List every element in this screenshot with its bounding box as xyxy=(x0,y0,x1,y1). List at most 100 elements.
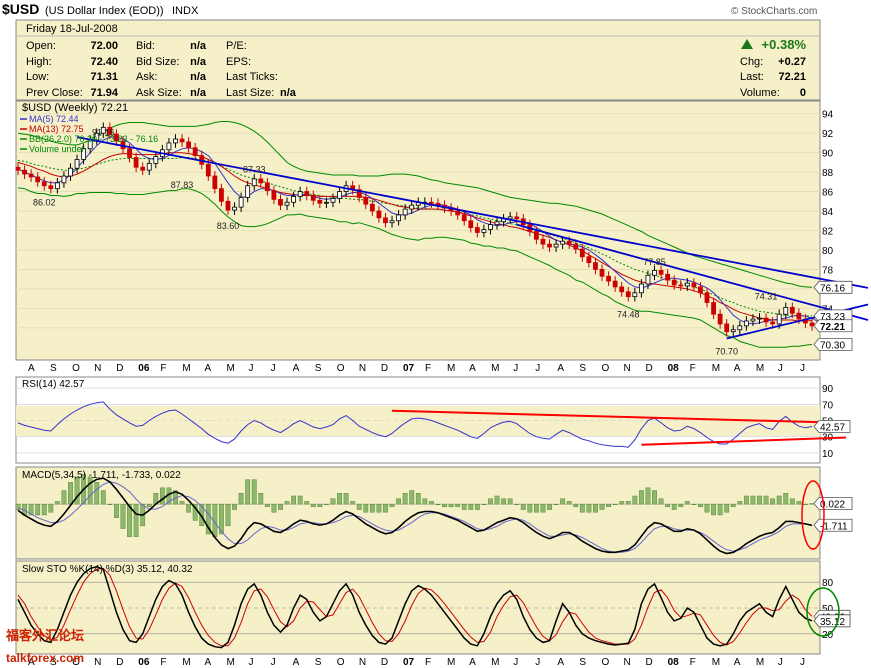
macd-hist-bar xyxy=(514,503,520,505)
candle-body xyxy=(264,182,270,192)
sto-tick-label: 50 xyxy=(822,604,834,615)
candle-body xyxy=(389,220,395,224)
macd-hist-bar xyxy=(350,501,356,505)
candle-body xyxy=(770,321,776,325)
prev-value: 71.94 xyxy=(90,87,118,99)
symbol-name: (US Dollar Index (EOD)) xyxy=(45,5,164,17)
top-month-label: M xyxy=(491,363,499,374)
rsi-redline xyxy=(641,436,847,446)
quote-panel-bg xyxy=(15,19,821,101)
bottom-month-label: M xyxy=(182,657,190,668)
vol-label: Volume: xyxy=(740,87,780,99)
rsi-redlines xyxy=(392,409,847,446)
macd-hist-bar xyxy=(737,501,743,505)
rsi-redline xyxy=(392,409,847,424)
macd-hist-bar xyxy=(402,493,408,505)
chg-label: Chg: xyxy=(740,56,763,68)
lastsize-value: n/a xyxy=(280,87,297,99)
bottom-month-label: F xyxy=(425,657,431,668)
candle-body xyxy=(369,203,375,212)
macd-hist-bar xyxy=(100,490,106,505)
macd-hist-bar xyxy=(271,503,277,513)
bottom-month-label: O xyxy=(72,657,80,668)
candle-body xyxy=(310,195,316,201)
price-annotation: 87.33 xyxy=(243,165,266,175)
quote-date: Friday 18-Jul-2008 xyxy=(26,23,118,35)
rsi-tick-label: 70 xyxy=(822,400,834,411)
candle-body xyxy=(776,313,782,325)
price-annotation: 74.48 xyxy=(617,310,640,320)
candle-body xyxy=(691,282,697,288)
sto-grid xyxy=(16,581,820,635)
ask-value: n/a xyxy=(190,71,207,83)
candle-body xyxy=(625,291,631,298)
candle-body xyxy=(783,306,789,315)
candle-body xyxy=(665,273,671,281)
macd-hist-bar xyxy=(625,501,631,505)
candle-body xyxy=(632,292,638,298)
candle-body xyxy=(15,166,21,171)
candle-body xyxy=(658,269,664,275)
candle-body xyxy=(461,214,467,222)
candle-body xyxy=(809,322,815,327)
pct-change: +0.38% xyxy=(762,37,807,52)
candle-body xyxy=(225,200,231,211)
macd-hist-bar xyxy=(61,490,67,505)
candle-body xyxy=(376,210,382,219)
bottom-month-label: S xyxy=(50,657,57,668)
macd-hist-bar xyxy=(658,498,664,505)
top-month-label: F xyxy=(160,363,166,374)
macd-hist-bar xyxy=(87,476,93,505)
top-month-label: N xyxy=(359,363,366,374)
price-tick-label: 80 xyxy=(822,246,834,257)
candle-body xyxy=(396,214,401,222)
candle-body xyxy=(566,240,572,245)
candle-body xyxy=(232,206,237,211)
candle-body xyxy=(304,191,310,196)
candle-body xyxy=(468,220,474,228)
candle-body xyxy=(553,243,559,248)
macd-hist-bar xyxy=(120,503,126,529)
asksize-label: Ask Size: xyxy=(136,87,182,99)
macd-hist-bar xyxy=(199,503,205,527)
candle-body xyxy=(579,248,585,258)
price-marker-box xyxy=(813,337,853,351)
candle-body xyxy=(291,196,297,203)
top-month-label: S xyxy=(50,363,57,374)
macd-hist-bar xyxy=(205,503,211,535)
bottom-month-label: N xyxy=(359,657,366,668)
candle-body xyxy=(789,306,795,314)
macd-hist-bar xyxy=(757,495,762,505)
macd-hist-bar xyxy=(192,503,198,521)
macd-hist-bar xyxy=(560,498,566,505)
rsi-series xyxy=(17,401,813,448)
top-month-label: M xyxy=(182,363,190,374)
macd-hist-bar xyxy=(724,503,730,513)
bottom-month-label: J xyxy=(271,657,276,668)
forum-logo-cn: 福客外汇论坛 xyxy=(5,628,84,643)
candle-body xyxy=(22,169,27,175)
macd-hist-bar xyxy=(593,503,598,513)
candle-body xyxy=(278,198,283,206)
quote-panel: Friday 18-Jul-2008 Open: 72.00 High: 72.… xyxy=(15,19,821,101)
price-tick-label: 92 xyxy=(822,129,834,140)
macd-hist-bar xyxy=(114,503,119,518)
macd-hist-bar xyxy=(435,503,441,505)
bottom-month-label: O xyxy=(601,657,609,668)
bottom-month-label: M xyxy=(756,657,764,668)
legend-entry: MA(5) 72.44 xyxy=(29,114,79,124)
bottom-month-label: A xyxy=(557,657,564,668)
trendline xyxy=(76,136,869,289)
macd-hist-bar xyxy=(783,493,789,505)
candle-body xyxy=(48,185,54,190)
sto-legend: Slow STO %K(14) %D(3) 35.12, 40.3240.323… xyxy=(22,564,851,628)
macd-hist-bar xyxy=(803,503,808,505)
candle-body xyxy=(730,329,736,333)
candle-body xyxy=(488,224,493,230)
candle-body xyxy=(737,325,743,331)
price-tick-label: 78 xyxy=(822,265,834,276)
ma5-line xyxy=(17,136,826,325)
macd-hist-bar xyxy=(225,503,231,527)
